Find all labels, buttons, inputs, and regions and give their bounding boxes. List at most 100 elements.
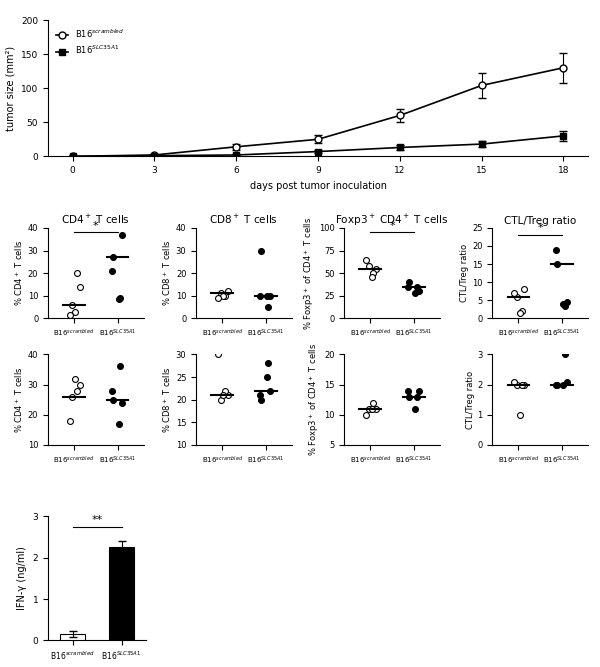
Point (262, 372, 272, 382)
Title: CD8$^+$ T cells: CD8$^+$ T cells (209, 213, 278, 225)
Text: *: * (389, 221, 395, 231)
Point (218, 290, 228, 301)
Point (75, 380, 85, 390)
Point (263, 358, 273, 369)
Point (367, 271, 376, 282)
Point (517, 380, 526, 390)
Point (71, 374, 80, 384)
Point (562, 297, 572, 307)
Point (266, 386, 275, 396)
Point (115, 361, 125, 372)
Point (551, 380, 561, 390)
Title: CTL/Treg ratio: CTL/Treg ratio (504, 215, 577, 225)
Point (114, 418, 124, 429)
Point (404, 277, 414, 287)
Y-axis label: IFN-γ (ng/ml): IFN-γ (ng/ml) (17, 546, 27, 610)
Point (65, 309, 74, 320)
Y-axis label: tumor size (mm²): tumor size (mm²) (5, 45, 16, 131)
Point (509, 376, 519, 387)
Point (517, 305, 526, 316)
X-axis label: days post tumor inoculation: days post tumor inoculation (250, 181, 386, 191)
Point (72, 386, 82, 396)
Point (368, 398, 378, 408)
Point (364, 404, 374, 414)
Point (75, 281, 85, 292)
Point (560, 300, 569, 311)
Point (553, 380, 562, 390)
Point (263, 301, 273, 312)
Title: Foxp3$^+$ CD4$^+$ T cells: Foxp3$^+$ CD4$^+$ T cells (335, 213, 449, 227)
Point (68, 299, 77, 310)
Point (266, 290, 275, 301)
Point (512, 291, 521, 302)
Point (515, 410, 524, 420)
Point (216, 288, 226, 299)
Y-axis label: % Foxp3$^+$ of CD4$^+$ T cells: % Foxp3$^+$ of CD4$^+$ T cells (308, 343, 321, 456)
Point (361, 254, 371, 265)
Point (220, 290, 230, 301)
Point (414, 386, 424, 396)
Point (107, 265, 116, 276)
Point (414, 286, 424, 297)
Point (255, 290, 265, 301)
Point (410, 404, 420, 414)
Point (72, 267, 82, 278)
Point (114, 293, 124, 304)
Point (412, 281, 421, 292)
Point (218, 390, 228, 400)
Point (520, 284, 529, 295)
Bar (60, 634, 85, 640)
Point (367, 404, 376, 414)
Point (68, 392, 77, 402)
Point (107, 386, 116, 396)
Point (520, 380, 529, 390)
Y-axis label: % CD4$^+$ T cells: % CD4$^+$ T cells (13, 240, 25, 306)
Point (262, 290, 272, 301)
Point (371, 263, 381, 274)
Point (108, 252, 118, 263)
Point (213, 349, 223, 360)
Y-axis label: CTL/Treg ratio: CTL/Treg ratio (460, 244, 469, 302)
Point (71, 306, 80, 317)
Text: **: ** (91, 516, 103, 526)
Point (255, 390, 265, 400)
Point (410, 287, 420, 298)
Point (560, 349, 569, 360)
Point (223, 286, 233, 297)
Point (220, 386, 230, 396)
Y-axis label: % Foxp3$^+$ of CD4$^+$ T cells: % Foxp3$^+$ of CD4$^+$ T cells (302, 217, 316, 329)
Point (403, 281, 413, 292)
Point (216, 394, 226, 405)
Point (404, 392, 414, 402)
Point (213, 293, 223, 303)
Point (515, 307, 524, 318)
Point (256, 245, 266, 256)
Point (371, 404, 381, 414)
Bar (109, 548, 134, 640)
Point (562, 376, 572, 387)
Y-axis label: CTL/Treg ratio: CTL/Treg ratio (466, 371, 475, 429)
Title: CD4$^+$ T cells: CD4$^+$ T cells (61, 213, 130, 225)
Point (403, 386, 413, 396)
Text: *: * (93, 221, 98, 231)
Point (256, 394, 266, 405)
Point (512, 380, 521, 390)
Point (115, 293, 125, 303)
Point (118, 229, 127, 240)
Point (364, 261, 374, 271)
Y-axis label: % CD8$^+$ T cells: % CD8$^+$ T cells (161, 366, 173, 433)
Point (509, 287, 519, 298)
Point (65, 416, 74, 426)
Point (559, 299, 568, 309)
Point (108, 394, 118, 405)
Legend: B16$^{scrambled}$, B16$^{SLC35A1}$: B16$^{scrambled}$, B16$^{SLC35A1}$ (52, 24, 127, 60)
Y-axis label: % CD4$^+$ T cells: % CD4$^+$ T cells (13, 366, 25, 433)
Point (361, 410, 371, 420)
Point (223, 390, 233, 400)
Text: *: * (538, 223, 543, 233)
Point (368, 267, 378, 278)
Point (412, 392, 421, 402)
Point (551, 244, 561, 255)
Point (118, 398, 127, 408)
Y-axis label: % CD8$^+$ T cells: % CD8$^+$ T cells (161, 240, 173, 306)
